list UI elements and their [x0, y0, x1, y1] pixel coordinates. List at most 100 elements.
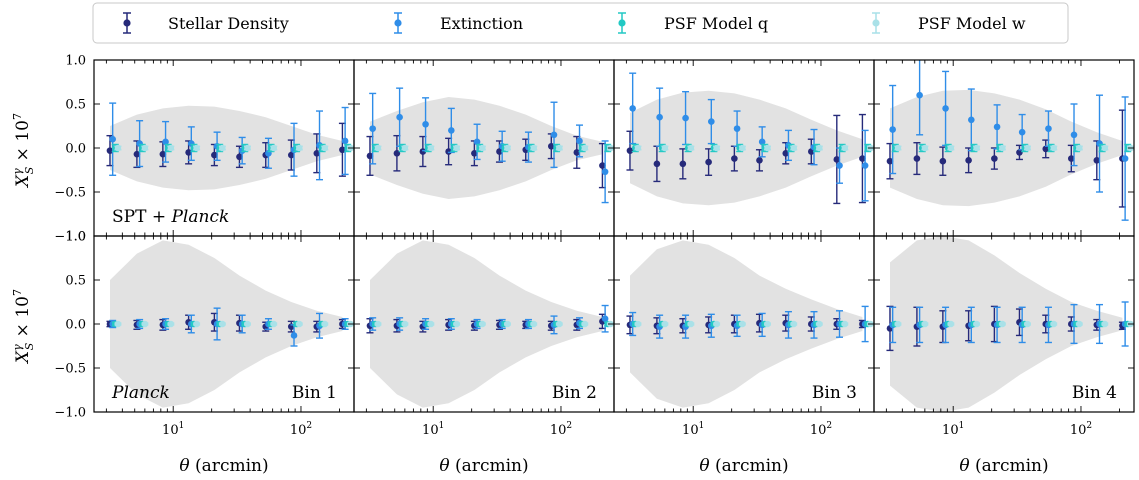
data-point: [947, 144, 955, 152]
data-point: [1018, 128, 1026, 136]
data-point: [576, 137, 583, 145]
data-point: [634, 320, 642, 328]
xlabel-2: θ (arcmin): [439, 456, 528, 476]
data-point: [448, 127, 455, 134]
data-point: [550, 131, 558, 139]
data-point: [219, 320, 226, 328]
data-point: [1121, 155, 1129, 162]
data-point: [141, 320, 149, 328]
data-point: [708, 118, 715, 125]
data-point: [270, 144, 278, 152]
data-point: [739, 320, 746, 328]
data-point: [947, 320, 955, 328]
band-layer: [110, 89, 1123, 412]
data-point: [530, 144, 538, 152]
data-point: [679, 160, 687, 168]
points-layer: [106, 60, 1134, 352]
data-point: [453, 144, 460, 152]
legend-marker: [872, 19, 880, 27]
data-point: [836, 162, 843, 169]
data-point: [374, 320, 382, 328]
annotation-planck: Planck: [111, 383, 170, 403]
data-point: [427, 320, 435, 328]
data-point: [687, 320, 695, 328]
data-point: [321, 144, 329, 152]
data-point: [287, 151, 295, 159]
data-point: [473, 138, 481, 146]
data-point: [841, 320, 849, 328]
data-point: [973, 320, 980, 328]
legend-marker: [618, 19, 626, 27]
data-point: [815, 144, 823, 152]
data-point: [601, 315, 609, 323]
data-point: [453, 320, 460, 328]
legend-markers: [123, 12, 880, 34]
x-tick-label: 102: [290, 421, 312, 438]
data-point: [290, 332, 298, 339]
data-point: [193, 320, 200, 328]
variance-band: [370, 240, 603, 408]
data-point: [1075, 144, 1083, 152]
panel-series-group: [366, 304, 614, 335]
data-point: [661, 320, 669, 328]
data-point: [339, 146, 346, 154]
data-point: [913, 155, 921, 162]
data-point: [705, 158, 712, 166]
data-point: [167, 320, 175, 328]
data-point: [894, 320, 902, 328]
y-tick-label: −0.5: [54, 186, 86, 201]
data-point: [764, 320, 771, 328]
y-tick-label: 0.5: [65, 274, 86, 289]
bin-label-3: Bin 3: [812, 383, 857, 403]
data-point: [114, 144, 122, 152]
data-point: [1075, 320, 1083, 328]
data-point: [244, 144, 251, 152]
legend-marker: [394, 19, 402, 27]
y-tick-label: 0.0: [65, 318, 86, 333]
legend: Stellar Density Extinction PSF Model q P…: [92, 2, 1069, 44]
data-point: [547, 142, 555, 150]
data-point: [479, 320, 486, 328]
data-point: [471, 149, 478, 157]
data-point: [687, 144, 695, 152]
data-point: [782, 149, 790, 157]
data-point: [162, 138, 169, 146]
data-point: [366, 152, 374, 160]
data-point: [295, 144, 303, 152]
data-point: [1024, 320, 1031, 328]
data-point: [764, 144, 771, 152]
legend-label-psf-model-w: PSF Model w: [918, 14, 1026, 33]
x-tick-label: 101: [162, 421, 184, 438]
xlabel-4: θ (arcmin): [959, 456, 1048, 476]
xlabel-1: θ (arcmin): [179, 456, 268, 476]
data-point: [193, 144, 200, 152]
data-point: [401, 320, 409, 328]
data-point: [993, 123, 1001, 131]
data-point: [965, 157, 972, 164]
data-point: [756, 157, 763, 164]
data-point: [219, 144, 226, 152]
data-point: [401, 144, 409, 152]
data-point: [889, 126, 896, 133]
x-tick-label: 101: [682, 421, 704, 438]
data-point: [1045, 125, 1052, 132]
data-point: [634, 144, 642, 152]
data-point: [496, 148, 503, 155]
data-point: [790, 144, 798, 152]
data-point: [626, 147, 634, 154]
data-point: [1050, 144, 1058, 152]
data-point: [1067, 155, 1075, 162]
data-point: [1016, 149, 1023, 156]
data-point: [861, 162, 869, 169]
x-tick-label: 101: [942, 421, 964, 438]
panel-series-group: [626, 305, 874, 343]
data-point: [419, 148, 427, 155]
data-point: [733, 125, 741, 132]
data-point: [916, 91, 923, 99]
data-point: [422, 120, 429, 128]
data-point: [185, 149, 192, 156]
xlabel-3: θ (arcmin): [699, 456, 788, 476]
data-point: [555, 320, 563, 328]
data-point: [682, 114, 689, 122]
